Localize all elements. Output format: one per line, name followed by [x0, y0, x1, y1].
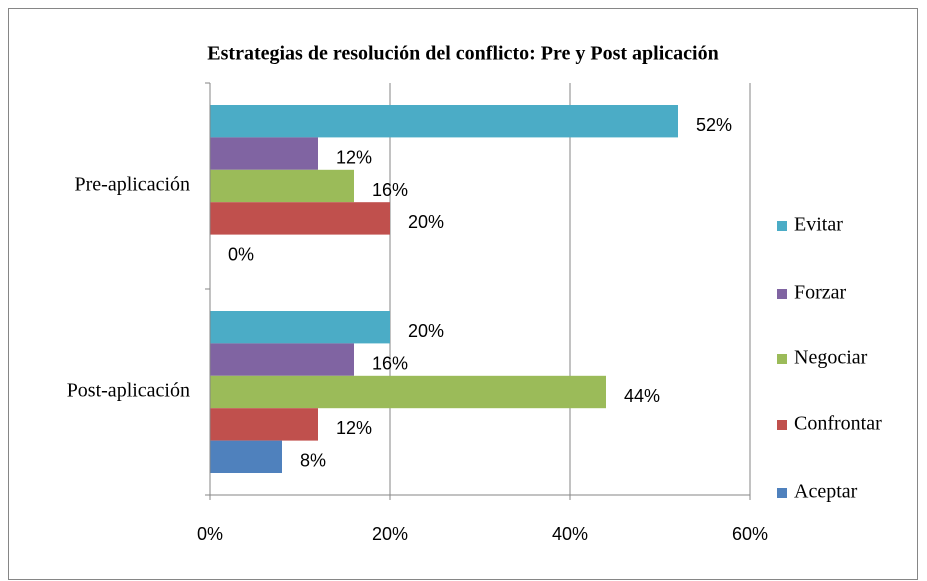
data-label: 12% [336, 147, 372, 167]
bar [210, 202, 390, 235]
legend-label: Aceptar [794, 481, 858, 503]
data-label: 20% [408, 212, 444, 232]
x-tick-label: 40% [552, 524, 588, 544]
x-tick-label: 0% [197, 524, 223, 544]
data-label: 20% [408, 321, 444, 341]
data-label: 44% [624, 386, 660, 406]
x-tick-label: 60% [732, 524, 768, 544]
bar [210, 137, 318, 170]
data-label: 16% [372, 180, 408, 200]
data-label: 8% [300, 451, 326, 471]
legend-swatch [777, 221, 787, 231]
data-label: 0% [228, 245, 254, 265]
bar [210, 311, 390, 344]
data-label: 16% [372, 353, 408, 373]
legend-swatch [777, 289, 787, 299]
legend-label: Confrontar [794, 413, 882, 435]
data-label: 52% [696, 115, 732, 135]
x-tick-label: 20% [372, 524, 408, 544]
bar [210, 408, 318, 441]
legend-swatch [777, 488, 787, 498]
chart-border [8, 8, 918, 580]
bar [210, 375, 606, 409]
chart-title: Estrategias de resolución del conflicto:… [207, 43, 718, 65]
data-label: 12% [336, 418, 372, 438]
bar [210, 105, 678, 138]
legend-swatch [777, 354, 787, 364]
bar [210, 440, 282, 473]
legend-swatch [777, 420, 787, 430]
bar [210, 169, 354, 203]
bar [210, 343, 354, 376]
y-tick-label: Post-aplicación [67, 380, 190, 402]
legend-label: Forzar [794, 282, 847, 304]
legend-label: Evitar [794, 214, 843, 236]
legend-label: Negociar [794, 347, 868, 369]
y-tick-label: Pre-aplicación [75, 174, 191, 196]
